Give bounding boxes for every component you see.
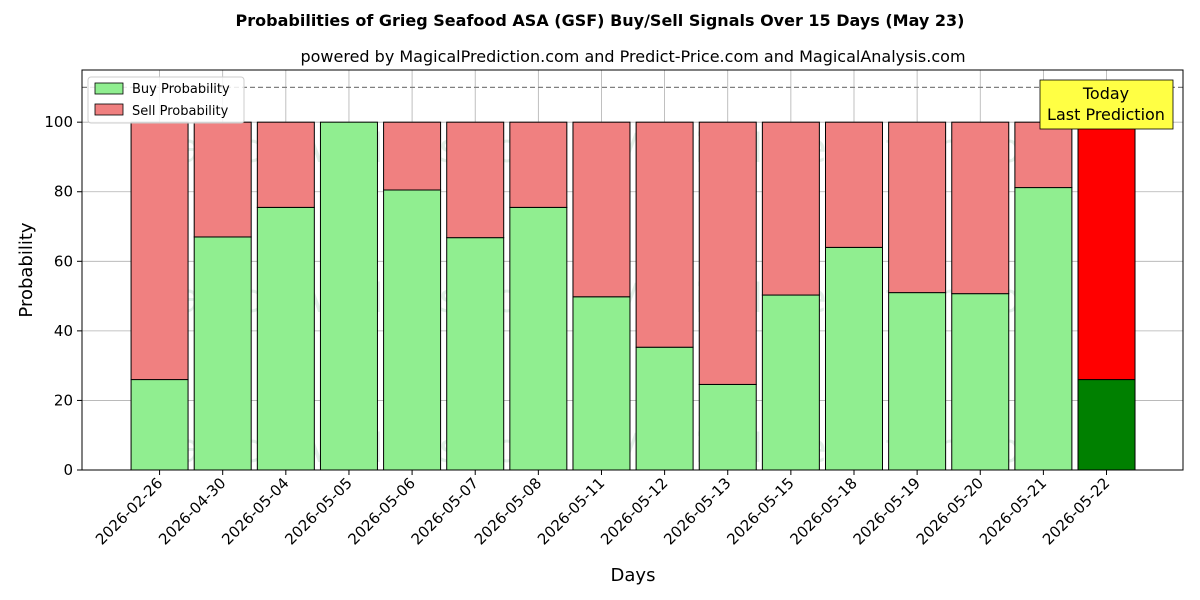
chart-subtitle: powered by MagicalPrediction.com and Pre… [300, 47, 965, 66]
x-tick-label: 2026-05-22 [1039, 474, 1113, 548]
x-tick-label: 2026-05-13 [660, 474, 734, 548]
legend-swatch-sell [94, 103, 124, 116]
y-tick-label: 40 [54, 322, 73, 340]
bar-buy-2026-05-22 [1077, 379, 1136, 471]
bar-buy-2026-05-20 [951, 293, 1010, 471]
bar-sell-2026-05-20 [951, 121, 1010, 295]
bar-buy-2026-05-04 [256, 206, 315, 471]
bar-sell-2026-05-13 [698, 121, 757, 385]
legend-label-buy: Buy Probability [132, 82, 230, 97]
bar-buy-2026-05-15 [761, 294, 820, 471]
x-tick-label: 2026-05-15 [723, 474, 797, 548]
bar-sell-2026-05-22 [1077, 121, 1136, 381]
x-tick-label: 2026-05-04 [218, 474, 292, 548]
y-tick-label: 60 [54, 252, 73, 270]
bars-layer [130, 121, 1136, 471]
bar-sell-2026-04-30 [193, 121, 252, 238]
y-axis-label: Probability [16, 222, 37, 317]
bar-buy-2026-05-07 [446, 237, 505, 471]
legend-swatch-buy [94, 82, 124, 95]
x-tick-label: 2026-04-30 [155, 474, 229, 548]
bar-buy-2026-05-21 [1014, 187, 1073, 471]
bar-sell-2026-05-11 [572, 121, 631, 298]
legend-label-sell: Sell Probability [132, 104, 229, 119]
annotation-box [1039, 79, 1174, 130]
bar-buy-2026-05-11 [572, 296, 631, 471]
x-tick-label: 2026-05-19 [850, 474, 924, 548]
x-tick-label: 2026-05-12 [597, 474, 671, 548]
today-annotation: Today Last Prediction [1039, 79, 1174, 130]
bar-sell-2026-05-07 [446, 121, 505, 239]
x-tick-label: 2026-02-26 [92, 474, 166, 548]
annotation-line-1: Today [1082, 84, 1129, 103]
bar-buy-2026-02-26 [130, 379, 189, 471]
x-tick-label: 2026-05-06 [345, 474, 419, 548]
bar-buy-2026-05-08 [509, 206, 568, 471]
bar-buy-2026-05-06 [383, 189, 442, 471]
bar-sell-2026-05-18 [824, 121, 883, 248]
bar-buy-2026-05-18 [824, 246, 883, 471]
x-axis-label: Days [611, 565, 656, 586]
bar-sell-2026-02-26 [130, 121, 189, 381]
x-tick-label: 2026-05-05 [281, 474, 355, 548]
chart-title: Probabilities of Grieg Seafood ASA (GSF)… [236, 11, 965, 30]
annotation-line-2: Last Prediction [1047, 105, 1165, 124]
bar-sell-2026-05-12 [635, 121, 694, 348]
legend: Buy Probability Sell Probability [87, 76, 245, 124]
y-tick-label: 80 [54, 183, 73, 201]
y-tick-label: 0 [63, 461, 73, 479]
x-tick-label: 2026-05-07 [408, 474, 482, 548]
x-tick-label: 2026-05-08 [471, 474, 545, 548]
x-tick-label: 2026-05-11 [534, 474, 608, 548]
x-tick-label: 2026-05-20 [913, 474, 987, 548]
plot-frame [81, 69, 1184, 471]
bar-buy-2026-05-05 [319, 121, 378, 471]
bar-buy-2026-05-13 [698, 383, 757, 471]
bar-sell-2026-05-21 [1014, 121, 1073, 189]
x-tick-label: 2026-05-21 [976, 474, 1050, 548]
bar-sell-2026-05-06 [383, 121, 442, 191]
bar-buy-2026-05-19 [888, 292, 947, 471]
y-tick-label: 20 [54, 391, 73, 409]
x-axis-ticks: 2026-02-262026-04-302026-05-042026-05-05… [92, 470, 1113, 548]
x-tick-label: 2026-05-18 [786, 474, 860, 548]
bar-sell-2026-05-04 [256, 121, 315, 208]
legend-frame [87, 76, 245, 124]
bar-sell-2026-05-15 [761, 121, 820, 296]
bar-sell-2026-05-08 [509, 121, 568, 208]
bar-buy-2026-05-12 [635, 346, 694, 471]
y-tick-label: 100 [44, 113, 73, 131]
bar-buy-2026-04-30 [193, 236, 252, 471]
y-axis-ticks: 0 20 40 60 80 100 [44, 113, 82, 479]
bar-sell-2026-05-19 [888, 121, 947, 294]
